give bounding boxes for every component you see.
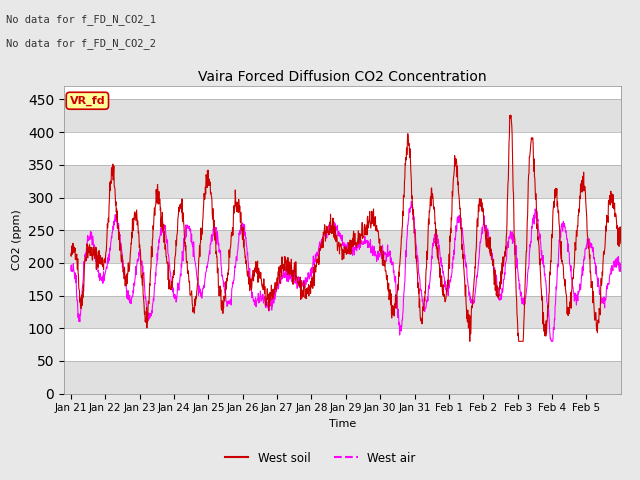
West air: [446, 278, 454, 284]
West air: [67, 268, 75, 274]
Bar: [64, 230, 621, 263]
Bar: [64, 99, 621, 132]
West soil: [77, 306, 85, 312]
Text: No data for f_FD_N_CO2_2: No data for f_FD_N_CO2_2: [6, 38, 156, 49]
West air: [77, 302, 85, 308]
West air: [547, 338, 555, 344]
West air: [316, 239, 323, 245]
West soil: [446, 233, 454, 239]
Bar: [64, 165, 621, 197]
Bar: [64, 296, 621, 328]
Text: VR_fd: VR_fd: [70, 96, 105, 106]
West air: [348, 247, 356, 252]
West soil: [165, 279, 173, 285]
West air: [165, 262, 173, 267]
Line: West soil: West soil: [71, 115, 621, 341]
Text: No data for f_FD_N_CO2_1: No data for f_FD_N_CO2_1: [6, 14, 156, 25]
Bar: [64, 361, 621, 394]
West soil: [466, 338, 474, 344]
West soil: [67, 251, 75, 257]
West air: [617, 262, 625, 267]
Title: Vaira Forced Diffusion CO2 Concentration: Vaira Forced Diffusion CO2 Concentration: [198, 70, 486, 84]
Legend: West soil, West air: West soil, West air: [220, 447, 420, 469]
West soil: [507, 112, 515, 118]
West soil: [316, 246, 323, 252]
X-axis label: Time: Time: [329, 419, 356, 429]
Y-axis label: CO2 (ppm): CO2 (ppm): [12, 210, 22, 270]
Line: West air: West air: [71, 201, 621, 341]
West air: [408, 198, 415, 204]
West air: [582, 246, 590, 252]
West soil: [582, 204, 590, 210]
West soil: [348, 241, 356, 247]
West soil: [617, 240, 625, 246]
